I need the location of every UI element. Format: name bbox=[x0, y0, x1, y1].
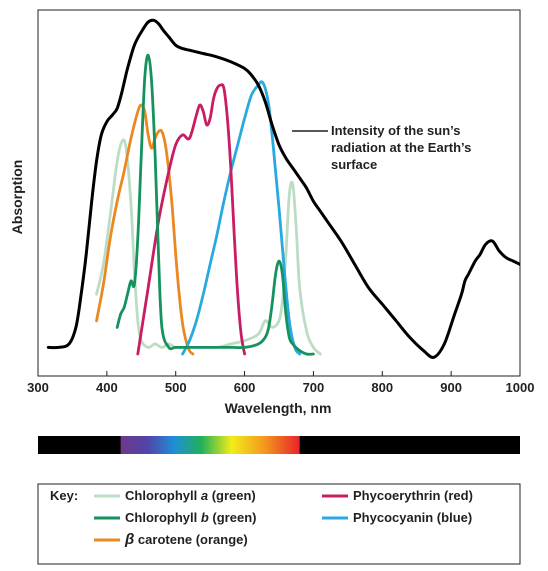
x-tick-label: 600 bbox=[234, 380, 256, 395]
visible-light-band bbox=[120, 436, 300, 454]
x-axis-ticks: 300 400 500 600 700 800 900 1000 bbox=[27, 371, 534, 395]
legend: Key: Chlorophyll a (green) Chlorophyll b… bbox=[37, 483, 521, 565]
annotation-line-2: radiation at the Earth’s bbox=[331, 140, 471, 155]
x-axis-title: Wavelength, nm bbox=[225, 400, 332, 416]
y-axis-title: Absorption bbox=[9, 160, 25, 235]
series-line-phycoerythrin bbox=[136, 83, 246, 356]
legend-key-title: Key: bbox=[50, 488, 78, 503]
x-tick-label: 700 bbox=[303, 380, 325, 395]
x-tick-label: 400 bbox=[96, 380, 118, 395]
legend-label-beta-carotene: β carotene (orange) bbox=[124, 531, 248, 548]
x-tick-label: 500 bbox=[165, 380, 187, 395]
x-tick-label: 800 bbox=[371, 380, 393, 395]
light-spectrum-bar bbox=[38, 436, 520, 454]
legend-label-phycocyanin: Phycocyanin (blue) bbox=[353, 510, 472, 525]
series-line-sun bbox=[46, 18, 520, 359]
series-line-chl-b bbox=[115, 53, 315, 356]
series-layer bbox=[46, 18, 520, 359]
annotation-line-1: Intensity of the sun’s bbox=[331, 123, 461, 138]
legend-label-chlorophyll-b: Chlorophyll b (green) bbox=[125, 510, 256, 525]
x-tick-label: 900 bbox=[440, 380, 462, 395]
series-line-phycocyanin bbox=[181, 80, 302, 356]
x-tick-label: 300 bbox=[27, 380, 49, 395]
annotation-line-3: surface bbox=[331, 157, 377, 172]
legend-label-chlorophyll-a: Chlorophyll a (green) bbox=[125, 488, 256, 503]
x-tick-label: 1000 bbox=[506, 380, 535, 395]
legend-label-phycoerythrin: Phycoerythrin (red) bbox=[353, 488, 473, 503]
